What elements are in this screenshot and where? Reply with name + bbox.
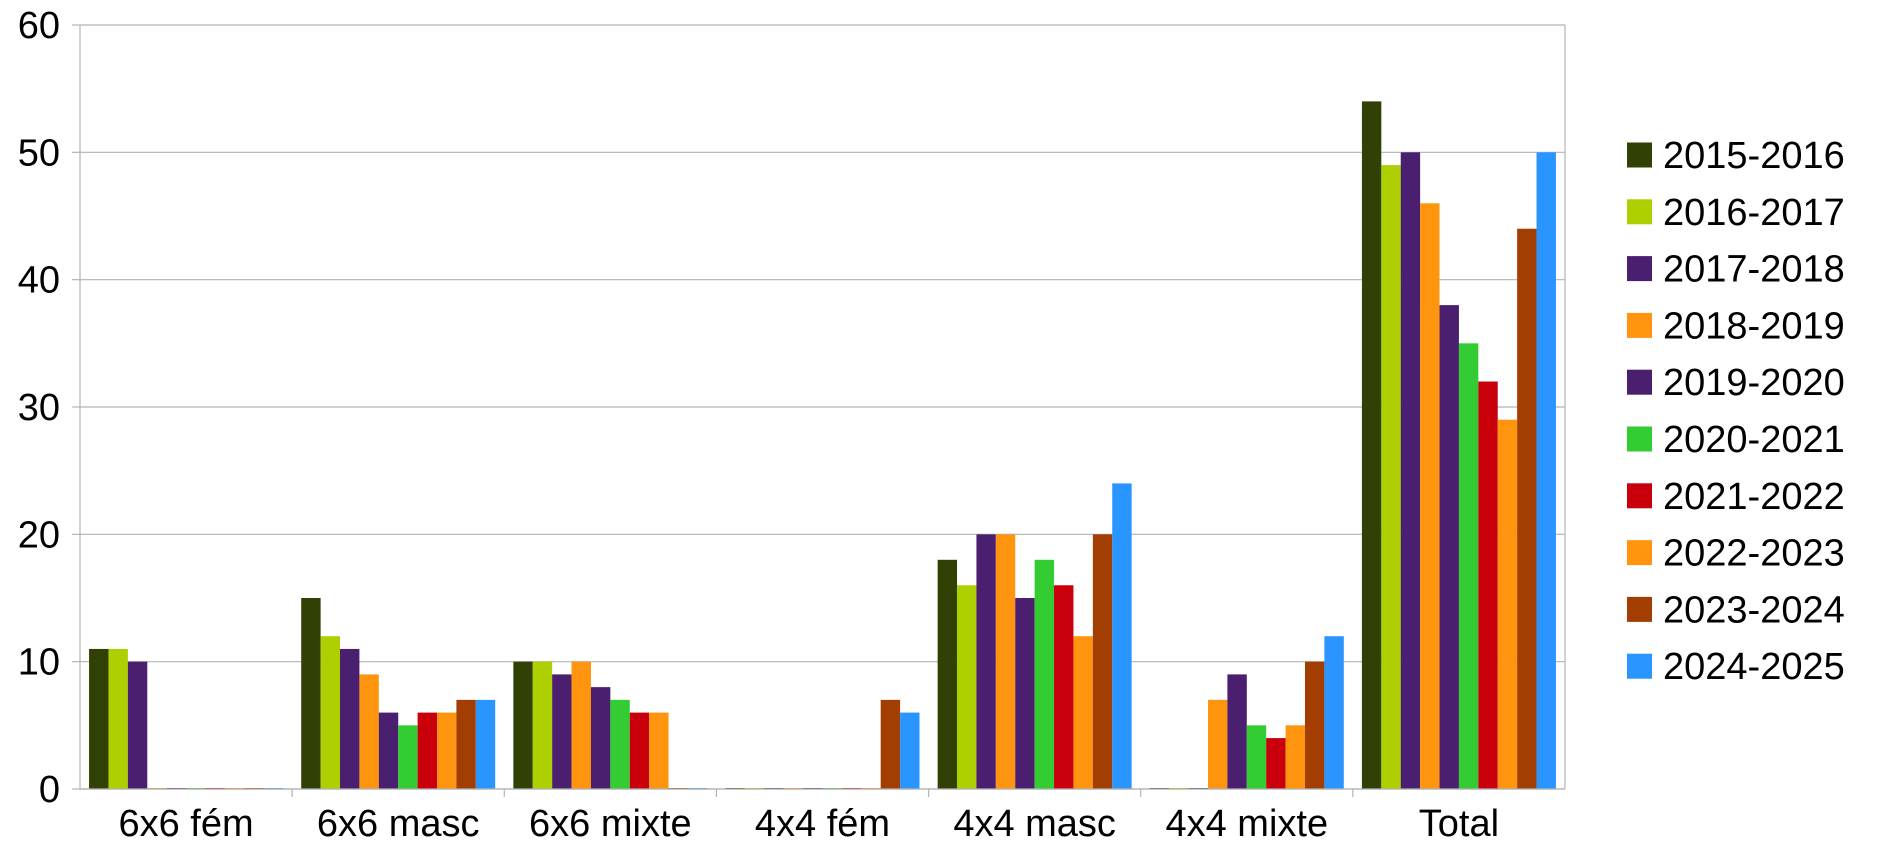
legend-label: 2018-2019 (1663, 305, 1845, 347)
axes (72, 24, 1566, 797)
bar (900, 712, 920, 789)
legend-swatch (1627, 540, 1652, 566)
legend-swatch (1627, 312, 1652, 338)
bar (1517, 228, 1537, 790)
bar (1092, 534, 1113, 789)
legend-label: 2016-2017 (1663, 192, 1845, 234)
bar (1381, 165, 1401, 789)
legend-label: 2024-2025 (1663, 646, 1845, 688)
bar (995, 534, 1016, 789)
bar (1304, 661, 1325, 789)
y-tick-label: 50 (18, 132, 60, 174)
legend-label: 2019-2020 (1663, 362, 1845, 404)
legend: 2015-2016 2016-2017 2017-2018 2018-2019 2019… (1627, 135, 1845, 688)
bar (976, 534, 996, 789)
bar (1227, 674, 1247, 789)
bar (320, 636, 341, 789)
bar (108, 648, 128, 789)
x-tick-label: 4x4 mixte (1165, 803, 1328, 845)
legend-swatch (1627, 596, 1652, 622)
bar (378, 712, 399, 789)
bar (1266, 738, 1286, 789)
bar (1073, 636, 1093, 789)
bar (1458, 343, 1479, 789)
bar (1497, 419, 1518, 789)
x-tick-label: Total (1419, 803, 1499, 845)
y-tick-label: 60 (18, 5, 60, 47)
y-tick-label: 40 (18, 260, 60, 302)
bar (475, 699, 496, 789)
y-tick-label: 20 (18, 514, 60, 556)
legend-label: 2017-2018 (1663, 249, 1845, 291)
bar (89, 648, 109, 789)
legend-swatch (1627, 142, 1652, 168)
bar (1246, 725, 1267, 789)
bar (1361, 101, 1382, 789)
bar (1536, 152, 1556, 789)
legend-label: 2022-2023 (1663, 533, 1845, 575)
bar (571, 661, 591, 789)
x-tick-label: 4x4 fém (755, 803, 890, 845)
bar (359, 674, 379, 789)
y-tick-label: 0 (39, 769, 60, 811)
legend-swatch (1627, 256, 1652, 282)
bar (880, 699, 901, 789)
x-tick-labels: 6x6 fém 6x6 masc 6x6 mixte 4x4 fém 4x4 masc 4… (118, 803, 1499, 845)
bar (1207, 699, 1228, 789)
bar (1054, 585, 1074, 789)
bar (1324, 636, 1344, 789)
x-tick-label: 6x6 mixte (529, 803, 692, 845)
bar (1034, 559, 1055, 789)
bar (590, 687, 611, 789)
bar (437, 712, 457, 789)
y-tick-label: 10 (18, 642, 60, 684)
bar (552, 674, 572, 789)
x-tick-label: 6x6 masc (317, 803, 480, 845)
bar (1400, 152, 1421, 789)
bar (340, 648, 360, 789)
legend-swatch (1627, 426, 1652, 452)
bar (610, 699, 630, 789)
y-tick-label: 30 (18, 387, 60, 429)
legend-swatch (1627, 483, 1652, 509)
legend-swatch (1627, 199, 1652, 225)
bar (398, 725, 418, 789)
bar (301, 598, 321, 789)
legend-swatch (1627, 369, 1652, 395)
bar (532, 661, 553, 789)
legend-label: 2015-2016 (1663, 135, 1845, 177)
bar (456, 699, 476, 789)
bars (89, 101, 1556, 790)
bar (1285, 725, 1305, 789)
legend-swatch (1627, 653, 1652, 679)
bar (1478, 381, 1498, 789)
bar (629, 712, 650, 789)
bar (1015, 598, 1035, 789)
legend-label: 2020-2021 (1663, 419, 1845, 461)
bar (937, 559, 958, 789)
bar (649, 712, 669, 789)
bar (1112, 483, 1132, 789)
legend-label: 2023-2024 (1663, 589, 1845, 631)
y-tick-labels: 0 10 20 30 40 50 60 (18, 5, 60, 811)
bar (513, 661, 533, 789)
bar (417, 712, 438, 789)
bar (1439, 305, 1459, 789)
bar (1420, 203, 1440, 789)
bar (957, 585, 977, 789)
legend-label: 2021-2022 (1663, 476, 1845, 518)
x-tick-label: 6x6 fém (118, 803, 253, 845)
bar (127, 661, 148, 789)
x-tick-label: 4x4 masc (953, 803, 1116, 845)
